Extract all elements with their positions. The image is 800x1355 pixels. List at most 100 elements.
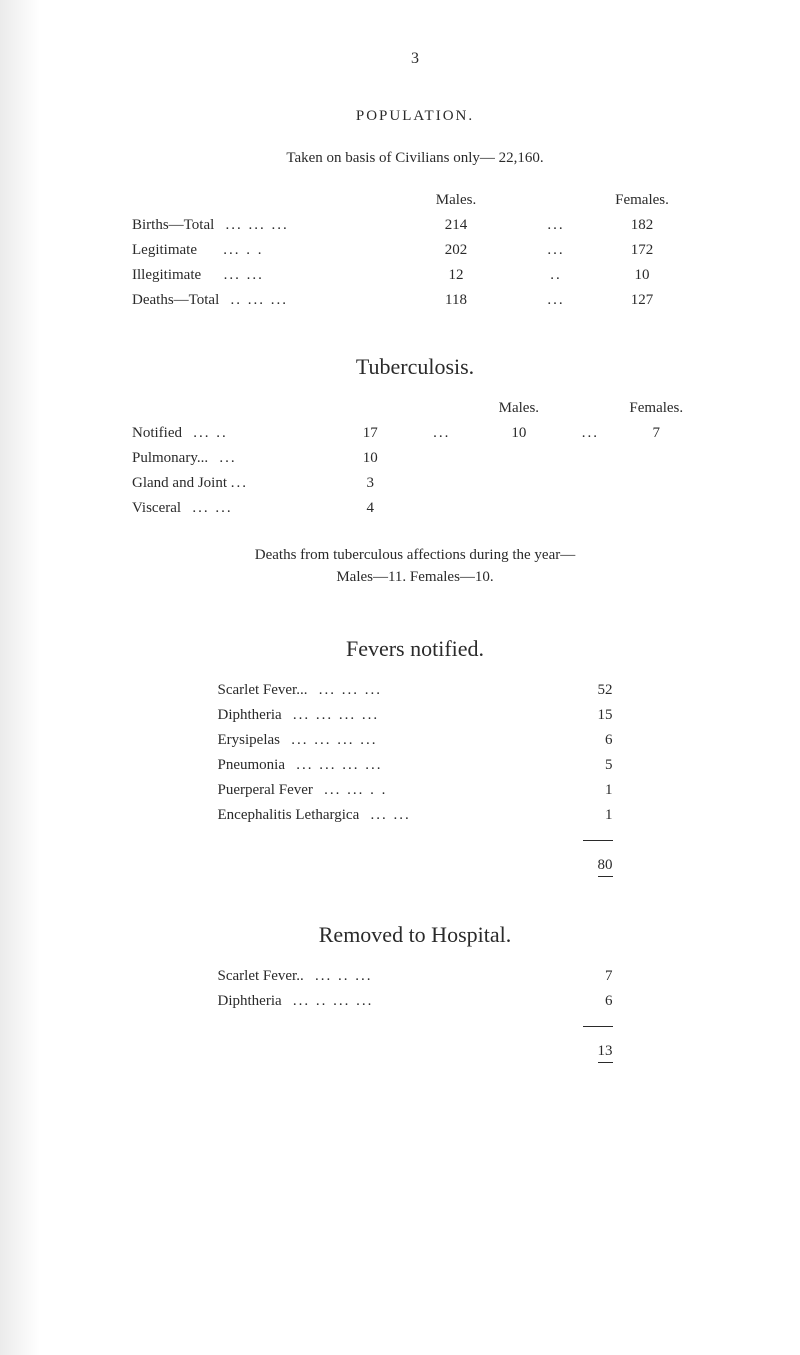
dots: ... ... ... (226, 217, 289, 233)
dots: ... ... (371, 807, 411, 823)
dots: ... ... (224, 267, 264, 283)
tuberculosis-note: Deaths from tuberculous affections durin… (130, 547, 700, 564)
dots: ... (528, 289, 584, 312)
dots: ... ... ... ... (291, 732, 377, 748)
tuberculosis-note-sub: Males—11. Females—10. (130, 569, 700, 586)
header-females: Females. (615, 397, 698, 420)
header-females: Females. (586, 189, 698, 212)
row-label: Diphtheria (218, 707, 282, 723)
males-value: 214 (386, 214, 526, 237)
tuberculosis-table: Males. Females. Notified ... .. 17 ... 1… (130, 395, 700, 522)
table-row: Legitimate ... . . 202 ... 172 (132, 239, 698, 262)
table-row: Visceral ... ... 4 (132, 497, 698, 520)
dots: .. (528, 264, 584, 287)
row-label: Visceral (132, 500, 181, 516)
tuberculosis-title: Tuberculosis. (130, 354, 700, 380)
dots: .. ... ... (231, 292, 289, 308)
dots: ... ... ... (319, 682, 382, 698)
dots: ... .. ... (315, 968, 373, 984)
dots: ... (219, 450, 236, 466)
females-value: 127 (586, 289, 698, 312)
value: 17 (329, 422, 412, 445)
population-subtitle: Taken on basis of Civilians only— 22,160… (130, 150, 700, 167)
table-row: Erysipelas ... ... ... ... 6 (218, 729, 613, 752)
value: 3 (329, 472, 412, 495)
males-value: 202 (386, 239, 526, 262)
dots: ... ... . . (324, 782, 387, 798)
dots: ... (528, 214, 584, 237)
value: 6 (514, 729, 612, 752)
table-row: Pulmonary... ... 10 (132, 447, 698, 470)
table-row: Births—Total ... ... ... 214 ... 182 (132, 214, 698, 237)
rule-line (583, 840, 613, 841)
row-label: Legitimate (132, 242, 197, 258)
value: 6 (514, 990, 612, 1013)
row-label: Scarlet Fever... (218, 682, 308, 698)
header-males: Males. (386, 189, 526, 212)
dots: ... . . (223, 242, 263, 258)
dots: ... ... (192, 500, 232, 516)
table-row: Scarlet Fever... ... ... ... 52 (218, 679, 613, 702)
rule-line (583, 1026, 613, 1027)
dots: ... ... ... ... (293, 707, 379, 723)
dots: ... (568, 422, 612, 445)
row-label: Diphtheria (218, 993, 282, 1009)
dots: ... .. ... ... (293, 993, 374, 1009)
value: 5 (514, 754, 612, 777)
row-label: Pneumonia (218, 757, 286, 773)
table-row: Deaths—Total .. ... ... 118 ... 127 (132, 289, 698, 312)
dots: ... (231, 475, 248, 491)
males-value: 12 (386, 264, 526, 287)
dots: ... (528, 239, 584, 262)
table-row: Illegitimate ... ... 12 .. 10 (132, 264, 698, 287)
dots: ... ... ... ... (296, 757, 382, 773)
removed-title: Removed to Hospital. (130, 922, 700, 948)
total-value: 13 (598, 1043, 613, 1063)
fevers-title: Fevers notified. (130, 636, 700, 662)
value: 7 (615, 422, 698, 445)
header-males: Males. (472, 397, 567, 420)
row-label: Illegitimate (132, 267, 201, 283)
males-value: 118 (386, 289, 526, 312)
total-row: 80 (218, 854, 613, 880)
row-label: Erysipelas (218, 732, 280, 748)
value: 15 (514, 704, 612, 727)
table-row: Diphtheria ... ... ... ... 15 (218, 704, 613, 727)
population-table: Males. Females. Births—Total ... ... ...… (130, 187, 700, 314)
value: 1 (514, 779, 612, 802)
table-row: Gland and Joint ... 3 (132, 472, 698, 495)
value: 4 (329, 497, 412, 520)
table-row: Encephalitis Lethargica ... ... 1 (218, 804, 613, 827)
total-value: 80 (598, 857, 613, 877)
row-label: Births—Total (132, 217, 214, 233)
row-label: Puerperal Fever (218, 782, 313, 798)
table-row: Notified ... .. 17 ... 10 ... 7 (132, 422, 698, 445)
females-value: 10 (586, 264, 698, 287)
population-title: POPULATION. (130, 108, 700, 125)
removed-table: Scarlet Fever.. ... .. ... 7 Diphtheria … (216, 963, 615, 1068)
table-row: Scarlet Fever.. ... .. ... 7 (218, 965, 613, 988)
value: 1 (514, 804, 612, 827)
table-header-row: Males. Females. (132, 189, 698, 212)
value: 10 (472, 422, 567, 445)
dots: ... .. (193, 425, 228, 441)
dots: ... (414, 422, 470, 445)
row-label: Deaths—Total (132, 292, 219, 308)
value: 10 (329, 447, 412, 470)
females-value: 182 (586, 214, 698, 237)
value: 52 (514, 679, 612, 702)
row-label: Scarlet Fever.. (218, 968, 304, 984)
table-row: Puerperal Fever ... ... . . 1 (218, 779, 613, 802)
value: 7 (514, 965, 612, 988)
row-label: Gland and Joint (132, 475, 227, 491)
row-label: Encephalitis Lethargica (218, 807, 360, 823)
row-label: Pulmonary... (132, 450, 208, 466)
row-label: Notified (132, 425, 182, 441)
page-number: 3 (130, 50, 700, 68)
table-row: Diphtheria ... .. ... ... 6 (218, 990, 613, 1013)
total-rule-row (218, 1015, 613, 1038)
total-row: 13 (218, 1040, 613, 1066)
females-value: 172 (586, 239, 698, 262)
table-row: Pneumonia ... ... ... ... 5 (218, 754, 613, 777)
fevers-table: Scarlet Fever... ... ... ... 52 Diphther… (216, 677, 615, 882)
